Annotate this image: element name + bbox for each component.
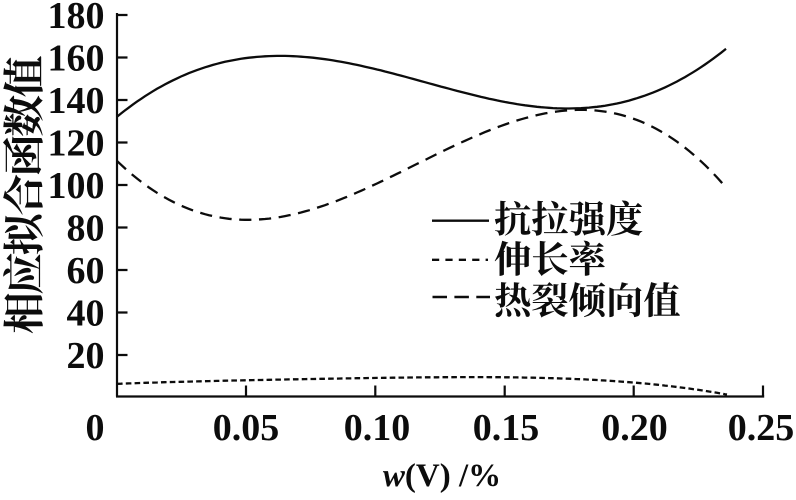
svg-text:120: 120 [48,123,105,165]
svg-text:0: 0 [86,407,105,449]
svg-text:60: 60 [67,250,105,292]
svg-text:140: 140 [48,80,105,122]
svg-text:40: 40 [67,293,105,335]
svg-text:0.05: 0.05 [213,407,280,449]
svg-text:20: 20 [67,335,105,377]
svg-text:0.15: 0.15 [473,407,540,449]
svg-text:100: 100 [48,165,105,207]
svg-text:0.20: 0.20 [601,407,668,449]
svg-text:0.25: 0.25 [728,407,795,449]
svg-text:80: 80 [67,208,105,250]
svg-text:0.10: 0.10 [344,407,411,449]
svg-text:160: 160 [48,38,105,80]
svg-text:w(V) /%: w(V) /% [383,458,501,494]
svg-text:180: 180 [48,0,105,37]
